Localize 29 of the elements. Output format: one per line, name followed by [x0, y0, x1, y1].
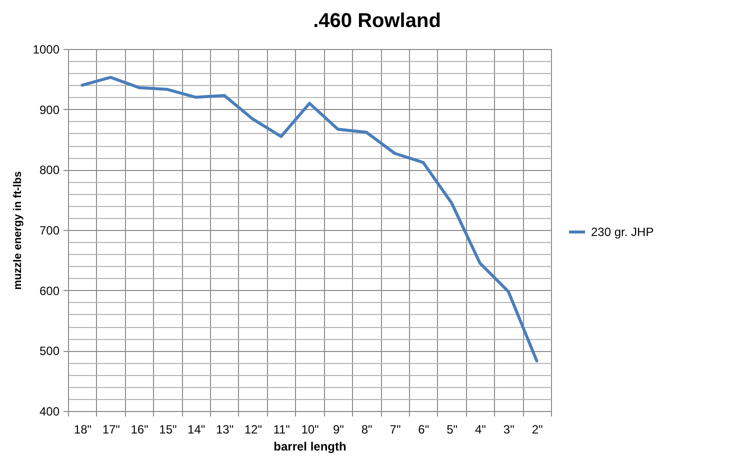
x-tick-label: 11" — [273, 422, 290, 436]
chart-title: .460 Rowland — [313, 10, 441, 32]
x-tick-label: 2" — [532, 422, 543, 436]
x-tick-label: 13" — [216, 422, 234, 436]
x-tick-label: 16" — [130, 422, 148, 436]
y-tick-label: 600 — [39, 284, 60, 298]
y-tick-label: 1000 — [32, 42, 60, 56]
x-axis-title: barrel length — [274, 440, 346, 454]
line-series — [80, 76, 538, 362]
x-tick-label: 9" — [332, 422, 344, 436]
x-tick-label: 15" — [159, 422, 177, 436]
y-tick-label: 500 — [39, 344, 60, 358]
x-tick-label: 7" — [390, 422, 401, 436]
x-tick-label: 3" — [503, 422, 514, 436]
x-tick-label: 5" — [446, 422, 458, 436]
y-tick-label: 400 — [39, 404, 60, 418]
legend-label: 230 gr. JHP — [591, 225, 654, 239]
x-tick-label: 18" — [74, 422, 92, 436]
x-tick-label: 12" — [244, 422, 262, 436]
x-tick-label: 8" — [361, 422, 372, 436]
y-axis-title: muzzle energy in ft-lbs — [12, 171, 24, 290]
y-tick-label: 800 — [39, 163, 60, 178]
y-tick-label: 700 — [39, 224, 60, 238]
x-tick-label: 6" — [418, 422, 430, 436]
x-tick-label: 4" — [475, 422, 486, 436]
x-tick-label: 10" — [301, 422, 319, 436]
x-tick-label: 14" — [188, 422, 206, 436]
y-tick-label: 900 — [39, 102, 60, 117]
x-tick-label: 17" — [102, 422, 120, 436]
